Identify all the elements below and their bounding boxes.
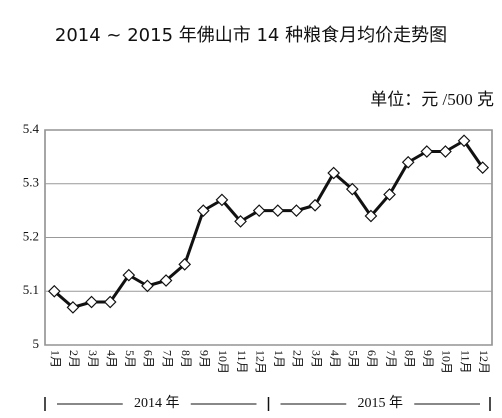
line (53, 139, 484, 309)
x-tick-label: 4月 (328, 350, 342, 368)
x-tick-label: 7月 (384, 350, 398, 368)
x-tick-label: 5月 (123, 350, 137, 368)
point (85, 295, 98, 309)
x-tick-label: 4月 (104, 350, 118, 368)
point (457, 134, 471, 148)
x-tick-label: 12月 (253, 350, 267, 374)
x-tick-label: 6月 (365, 350, 379, 368)
x-tick-label: 8月 (402, 350, 416, 368)
point (66, 301, 80, 314)
point (215, 193, 229, 207)
point (103, 295, 117, 309)
point (439, 145, 452, 158)
x-tick-label: 2月 (67, 350, 81, 368)
point (47, 284, 61, 298)
point (420, 145, 434, 158)
chart-title: 2014 ~ 2015 年佛山市 14 种粮食月均价走势图 (55, 25, 447, 46)
unit-label: 单位：元 /500 克 (370, 90, 494, 109)
point (196, 204, 210, 217)
y-tick-label: 5.2 (23, 228, 39, 243)
x-tick-label: 9月 (198, 350, 212, 368)
x-tick-label: 2月 (291, 350, 305, 368)
point (364, 209, 378, 223)
x-tick-label: 12月 (477, 350, 491, 374)
point (271, 204, 285, 217)
x-tick-label: 7月 (160, 350, 174, 368)
x-tick-label: 9月 (421, 350, 435, 368)
point (252, 204, 266, 217)
y-tick-label: 5.4 (23, 121, 40, 136)
point (234, 215, 247, 228)
point (122, 268, 136, 282)
y-tick-label: 5.1 (23, 282, 39, 297)
x-tick-label: 10月 (216, 350, 230, 374)
point (476, 161, 490, 174)
x-tick-label: 11月 (458, 350, 472, 374)
x-tick-label: 5月 (347, 350, 361, 368)
x-tick-label: 8月 (179, 350, 193, 368)
point (383, 188, 396, 201)
y-tick-label: 5 (33, 336, 40, 351)
point (345, 182, 359, 196)
x-tick-label: 6月 (142, 350, 156, 368)
x-tick-label: 1月 (49, 350, 63, 368)
x-tick-label: 10月 (440, 350, 454, 374)
point (178, 258, 192, 271)
x-tick-label: 11月 (235, 350, 249, 374)
point (327, 166, 341, 180)
group-label: 2014 年 (134, 395, 180, 411)
point (141, 279, 154, 293)
point (290, 204, 303, 217)
point (401, 155, 415, 169)
group-label: 2015 年 (358, 395, 404, 411)
point (308, 198, 322, 212)
x-tick-label: 3月 (309, 350, 323, 368)
y-tick-label: 5.3 (23, 175, 39, 190)
x-tick-label: 3月 (86, 350, 100, 368)
x-tick-label: 1月 (272, 350, 286, 368)
point (159, 274, 173, 287)
